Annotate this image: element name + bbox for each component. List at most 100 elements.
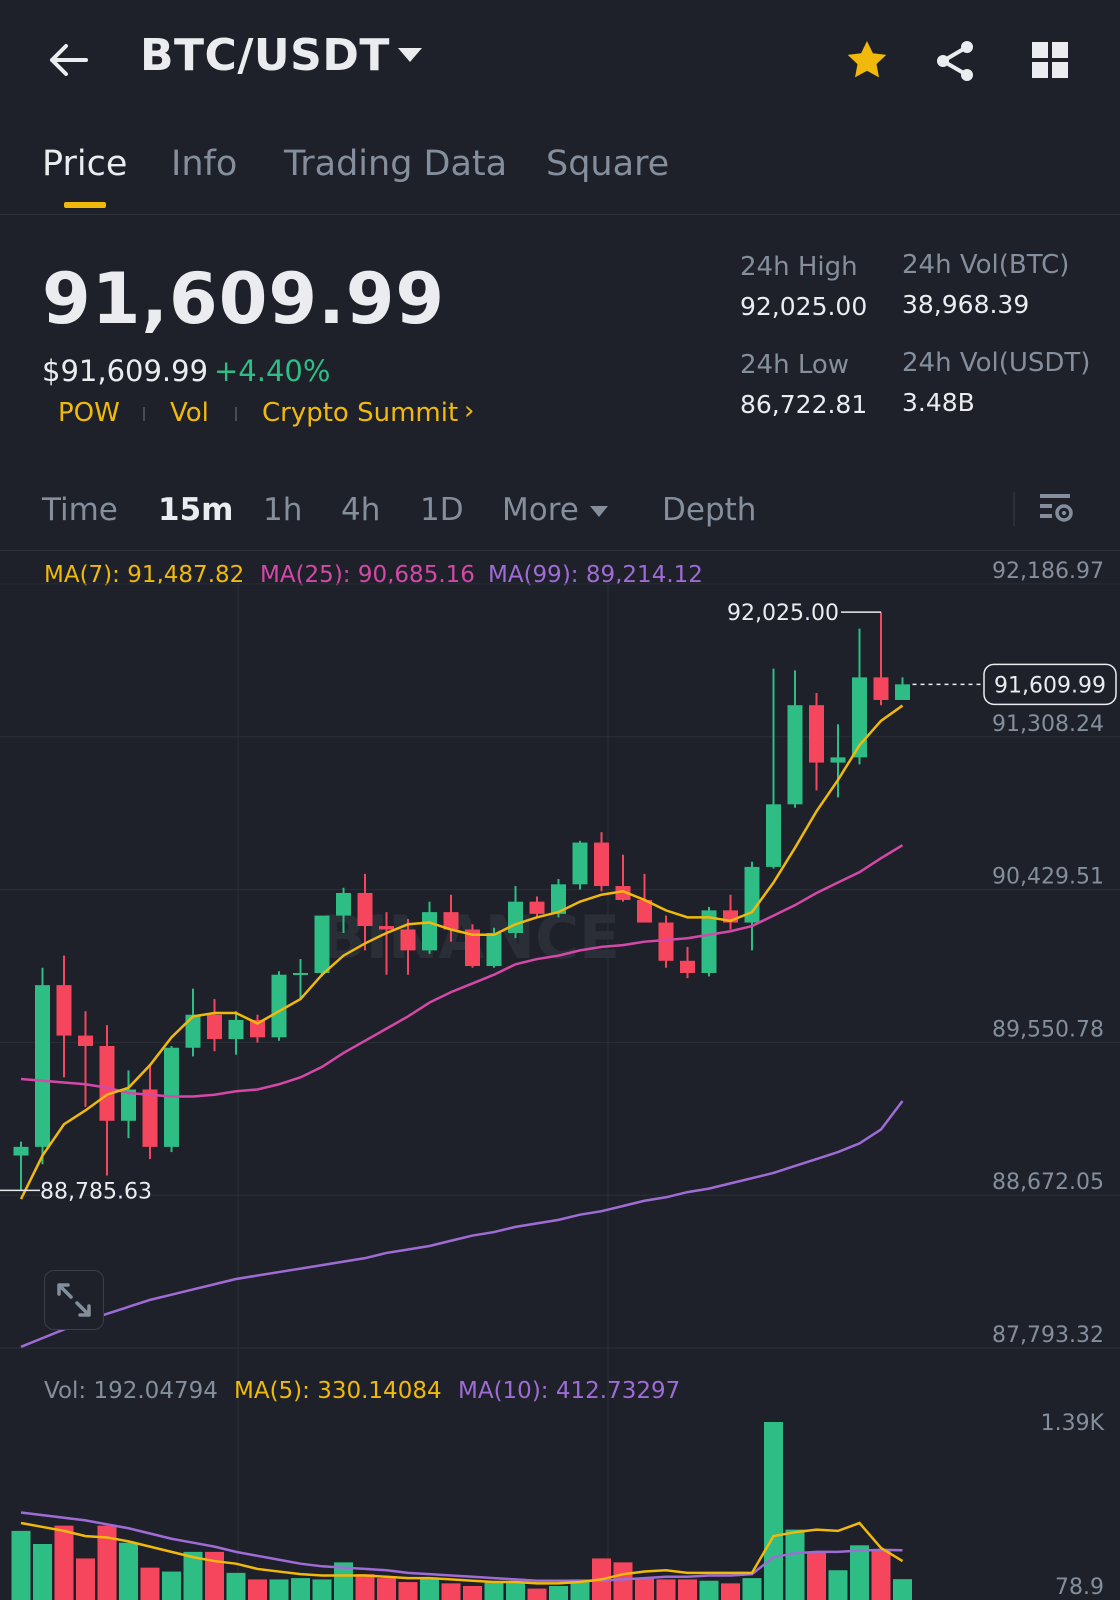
candle-body [508, 901, 523, 933]
candle-body [293, 972, 308, 975]
candle-body [400, 929, 416, 951]
candle-body [78, 1035, 93, 1047]
candle-body [357, 892, 373, 927]
low-label: 24h Low [740, 350, 850, 380]
candle-body [895, 684, 910, 700]
vol-ma5-legend: MA(5): 330.14084 [234, 1378, 442, 1404]
high-marker-label: 92,025.00 [727, 601, 839, 626]
volume-bar [420, 1578, 439, 1600]
tf-time[interactable]: Time [42, 492, 118, 528]
low-marker-label: 88,785.63 [40, 1179, 152, 1204]
volume-bar [291, 1578, 310, 1600]
tf-depth[interactable]: Depth [662, 492, 757, 528]
current-price-label: 91,609.99 [994, 673, 1106, 698]
volume-ma5-line [20, 1521, 904, 1585]
candle-body [551, 884, 566, 914]
grid-icon[interactable] [1030, 40, 1070, 80]
tag-divider [235, 407, 237, 421]
price-chart[interactable]: 92,186.97 91,308.24 90,429.51 89,550.78 88,6… [0, 548, 1120, 1600]
star-icon[interactable] [844, 38, 890, 84]
candle-body [422, 912, 437, 951]
volume-bar [463, 1585, 482, 1600]
fullscreen-button[interactable] [44, 1270, 104, 1330]
low-value: 86,722.81 [740, 390, 868, 419]
tag-vol[interactable]: Vol [170, 398, 209, 428]
tf-1d[interactable]: 1D [420, 492, 464, 528]
expand-icon [57, 1283, 91, 1317]
candle-body [680, 960, 695, 973]
ma7-line [19, 704, 904, 1200]
candle-body [13, 1146, 29, 1156]
ma25-line [20, 844, 904, 1098]
tab-info[interactable]: Info [171, 144, 238, 184]
y-tick-label: 90,429.51 [992, 865, 1104, 890]
vol-btc-label: 24h Vol(BTC) [902, 250, 1070, 280]
high-label: 24h High [740, 252, 858, 282]
ma99-line [20, 1100, 904, 1348]
candle-body [314, 915, 330, 973]
tab-square[interactable]: Square [546, 144, 670, 184]
chart-settings-icon[interactable] [1036, 488, 1076, 528]
tf-1h[interactable]: 1h [263, 492, 303, 528]
volume-bar [850, 1545, 869, 1600]
top-bar: BTC/USDT [0, 0, 1120, 120]
volume-bar [119, 1542, 138, 1600]
caret-down-icon[interactable] [398, 48, 422, 62]
candle-body [486, 932, 502, 967]
section-tabs: Price Info Trading Data Square [0, 130, 1120, 215]
tag-pow[interactable]: POW [58, 398, 120, 428]
candle-body [766, 804, 781, 867]
candle-body [207, 1014, 222, 1040]
price-change: +4.40% [214, 354, 331, 388]
share-icon[interactable] [932, 38, 978, 84]
y-tick-label: 91,308.24 [992, 712, 1104, 737]
timeframe-bar: Time 15m 1h 4h 1D More Depth [0, 478, 1120, 551]
more-caret-icon[interactable] [590, 506, 608, 517]
back-arrow-icon[interactable] [44, 36, 92, 84]
volume-bar [828, 1570, 848, 1600]
volume-y-tick: 1.39K [1041, 1411, 1105, 1436]
candle-body [809, 705, 824, 763]
candle-body [250, 1019, 265, 1038]
y-tick-label: 92,186.97 [992, 559, 1104, 584]
candle-body [701, 910, 717, 973]
fiat-price: $91,609.99 [42, 354, 209, 388]
volume-bar [742, 1578, 762, 1600]
candle-body [121, 1089, 136, 1121]
candle-body [787, 705, 803, 805]
volume-legend: Vol: 192.04794 [44, 1378, 218, 1404]
candle-body [99, 1046, 115, 1121]
volume-bar [871, 1549, 891, 1600]
tf-more[interactable]: More [502, 492, 579, 528]
volume-bar [76, 1558, 95, 1600]
volume-bar [678, 1579, 697, 1600]
volume-bar [398, 1582, 418, 1600]
candle-body [336, 892, 351, 916]
candle-body [379, 926, 394, 930]
vol-usdt-label: 24h Vol(USDT) [902, 348, 1091, 378]
candle-body [658, 922, 674, 961]
vol-ma10-legend: MA(10): 412.73297 [458, 1378, 681, 1404]
tab-price[interactable]: Price [42, 144, 128, 184]
volume-bar [699, 1580, 719, 1600]
volume-bar [807, 1551, 826, 1600]
chevron-right-icon[interactable]: › [464, 396, 475, 426]
y-tick-label: 88,672.05 [992, 1170, 1104, 1195]
high-value: 92,025.00 [740, 292, 868, 321]
volume-bar [33, 1544, 52, 1600]
volume-bar [355, 1574, 375, 1600]
volume-bar [269, 1579, 289, 1600]
volume-bar [785, 1529, 805, 1600]
volume-ma10-line [20, 1511, 903, 1582]
tf-4h[interactable]: 4h [341, 492, 381, 528]
volume-bar [656, 1579, 676, 1600]
candle-body [615, 886, 631, 900]
volume-bar [97, 1525, 117, 1600]
volume-bar [764, 1422, 783, 1600]
volume-bar [377, 1578, 396, 1600]
tag-crypto-summit[interactable]: Crypto Summit [262, 398, 459, 428]
pair-title[interactable]: BTC/USDT [140, 30, 390, 81]
candle-body [271, 974, 287, 1038]
tab-trading-data[interactable]: Trading Data [284, 144, 508, 184]
tf-15m[interactable]: 15m [158, 492, 234, 528]
